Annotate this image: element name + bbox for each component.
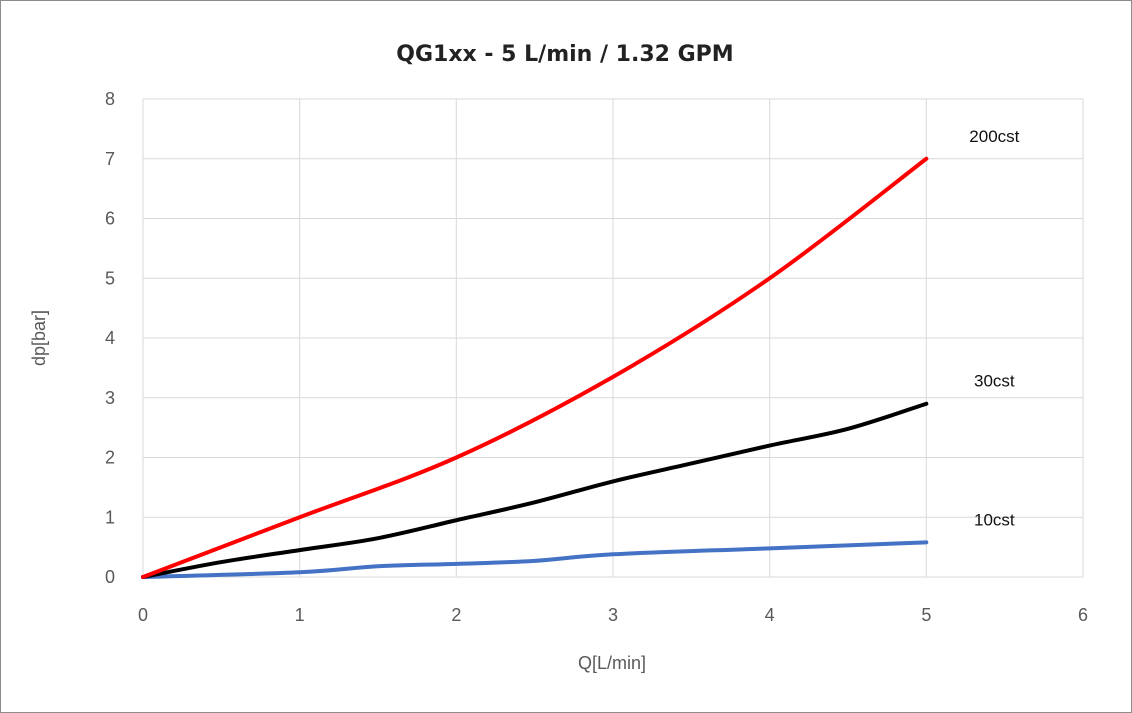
series-label-200cst: 200cst (969, 127, 1019, 146)
y-tick-label: 8 (105, 89, 115, 109)
chart-title: QG1xx - 5 L/min / 1.32 GPM (396, 42, 733, 67)
x-tick-label: 4 (765, 605, 775, 625)
y-tick-label: 7 (105, 149, 115, 169)
y-tick-label: 4 (105, 328, 115, 348)
y-tick-label: 3 (105, 388, 115, 408)
x-axis-title: Q[L/min] (578, 653, 646, 673)
x-tick-label: 6 (1078, 605, 1088, 625)
x-tick-label: 1 (295, 605, 305, 625)
y-tick-label: 5 (105, 268, 115, 288)
series-labels: 10cst 30cst 200cst (969, 127, 1019, 530)
series-label-30cst: 30cst (974, 372, 1015, 391)
gridlines (142, 98, 1084, 578)
series-line-30cst (141, 401, 929, 579)
y-tick-label: 0 (105, 567, 115, 587)
y-tick-label: 1 (105, 507, 115, 527)
x-tick-label: 2 (451, 605, 461, 625)
x-tick-label: 5 (921, 605, 931, 625)
y-axis-title: dp[bar] (29, 310, 49, 366)
y-tick-label: 6 (105, 209, 115, 229)
x-tick-label: 3 (608, 605, 618, 625)
series-lines (141, 156, 929, 579)
series-line-200cst (141, 156, 929, 579)
y-tick-label: 2 (105, 448, 115, 468)
x-tick-label: 0 (138, 605, 148, 625)
tick-labels: 0 1 2 3 4 5 6 7 8 0 1 2 3 4 5 6 (105, 89, 1088, 625)
series-line-10cst (141, 540, 929, 579)
series-label-10cst: 10cst (974, 510, 1015, 529)
